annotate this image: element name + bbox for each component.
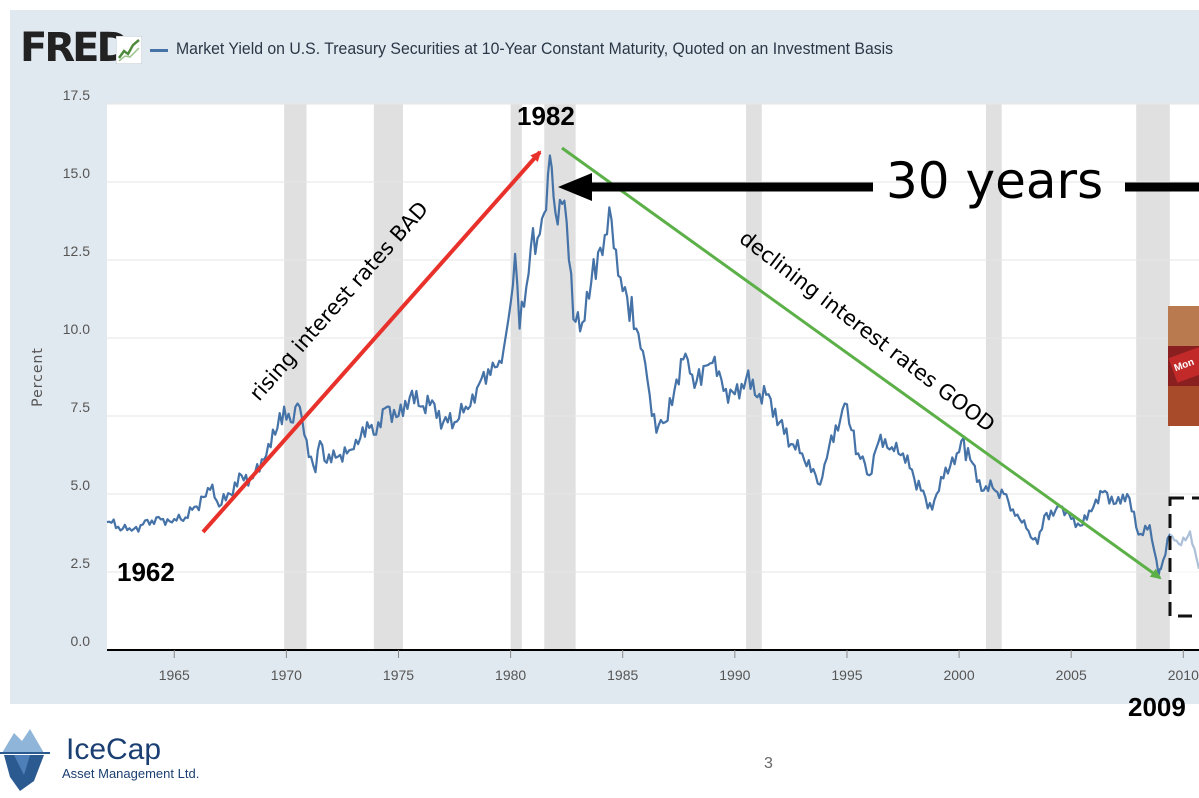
y-axis-label: Percent — [30, 347, 46, 407]
y-tick-label: 5.0 — [71, 477, 91, 493]
fred-graph-icon — [116, 36, 142, 64]
y-tick-label: 2.5 — [71, 555, 91, 571]
series-line-0 — [106, 154, 1199, 577]
y-tick-label: 15.0 — [63, 165, 90, 181]
recession-band-4 — [746, 104, 762, 650]
x-tick-label: 1985 — [607, 667, 638, 683]
x-tick-label: 1980 — [495, 667, 526, 683]
x-tick-label: 1970 — [271, 667, 302, 683]
y-tick-label: 0.0 — [71, 633, 91, 649]
y-tick-label: 10.0 — [63, 321, 90, 337]
thumbnail-image: Mon — [1168, 306, 1199, 426]
x-tick-label: 1995 — [831, 667, 862, 683]
thirty-years-arrowhead — [558, 173, 592, 201]
x-tick-label: 2010 — [1168, 667, 1199, 683]
label-1982: 1982 — [517, 101, 575, 131]
legend-line-swatch — [150, 49, 168, 52]
declining-trend-arrow — [561, 146, 1162, 580]
label-1962: 1962 — [117, 557, 175, 587]
recession-band-2 — [510, 104, 522, 650]
x-tick-label: 2000 — [943, 667, 974, 683]
company-name: IceCap — [66, 733, 162, 766]
y-tick-label: 17.5 — [63, 87, 90, 103]
iceberg-logo-icon — [0, 729, 50, 791]
page-number: 3 — [764, 755, 773, 772]
recession-band-3 — [544, 104, 576, 650]
x-tick-label: 2005 — [1056, 667, 1087, 683]
recession-band-1 — [373, 104, 403, 650]
chart-title: Market Yield on U.S. Treasury Securities… — [176, 39, 894, 58]
thirty-years-label: 30 years — [886, 152, 1103, 210]
x-tick-label: 1975 — [383, 667, 414, 683]
recession-band-5 — [985, 104, 1002, 650]
y-tick-label: 7.5 — [71, 399, 91, 415]
y-tick-label: 12.5 — [63, 243, 90, 259]
recession-band-0 — [284, 104, 307, 650]
company-subtitle: Asset Management Ltd. — [62, 766, 200, 781]
label-2009: 2009 — [1128, 692, 1186, 722]
x-tick-label: 1990 — [719, 667, 750, 683]
highlight-box-2009 — [1168, 496, 1199, 618]
x-tick-label: 1965 — [159, 667, 190, 683]
fred-logo: FRED — [20, 25, 130, 71]
rising-trend-arrow — [201, 150, 542, 534]
